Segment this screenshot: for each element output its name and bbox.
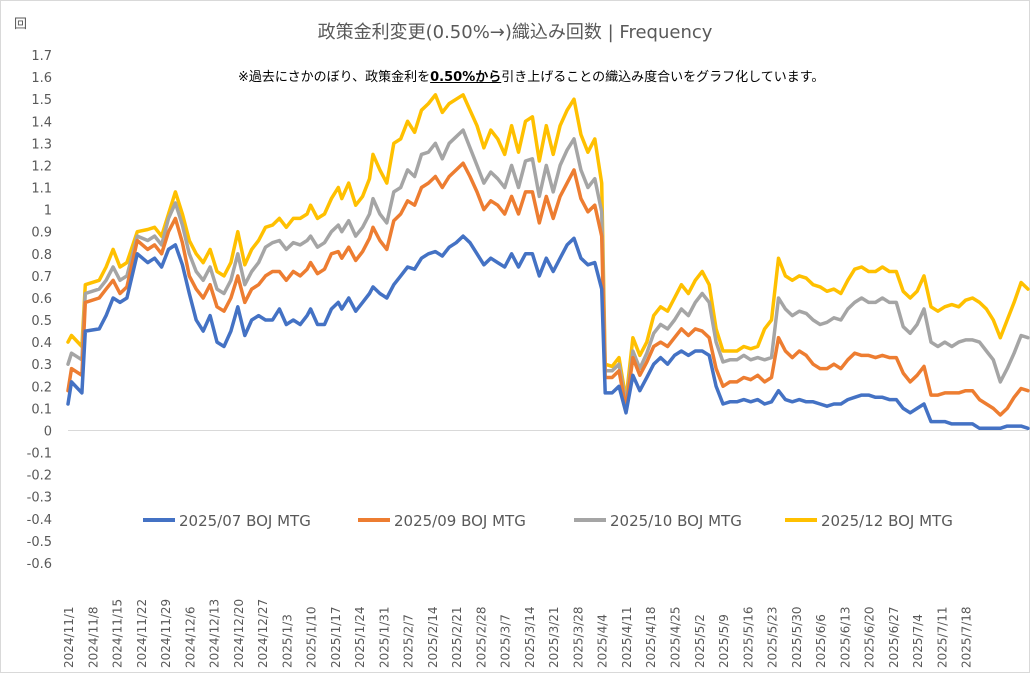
y-tick-label: 1.5 — [31, 93, 52, 108]
x-tick-label: 2025/2/28 — [474, 606, 488, 668]
x-tick-label: 2025/7/11 — [935, 606, 949, 668]
x-tick-label: 2025/5/9 — [717, 614, 731, 668]
x-tick-label: 2025/1/10 — [305, 606, 319, 668]
note-emphasis: 0.50%から — [430, 70, 502, 85]
x-tick-label: 2025/6/27 — [887, 606, 901, 668]
legend-label: 2025/10 BOJ MTG — [610, 512, 742, 530]
y-axis: 1.7 1.6 1.5 1.4 1.3 1.2 1.1 1 0.9 0.8 0.7 0.6 0.5 0.4… — [27, 49, 52, 572]
x-tick-label: 2025/2/14 — [426, 606, 440, 668]
x-tick-label: 2025/5/16 — [741, 606, 755, 668]
y-tick-label: 1.6 — [31, 71, 52, 86]
x-tick-label: 2025/4/25 — [668, 606, 682, 668]
y-tick-label: -0.1 — [27, 447, 52, 462]
x-tick-label: 2025/4/4 — [596, 614, 610, 668]
y-tick-label: 1.4 — [31, 115, 52, 130]
y-tick-label: -0.2 — [27, 469, 52, 484]
x-tick-label: 2025/6/20 — [863, 606, 877, 668]
legend-label: 2025/12 BOJ MTG — [821, 512, 953, 530]
series-line-4 — [66, 93, 1030, 402]
y-tick-label: 0.6 — [31, 292, 52, 307]
y-tick-label: 0.3 — [31, 358, 52, 373]
y-tick-label: -0.5 — [27, 535, 52, 550]
x-tick-label: 2025/3/7 — [499, 614, 513, 668]
y-unit-label: 回 — [14, 17, 28, 32]
y-tick-label: 1.7 — [31, 49, 52, 64]
series-line-1 — [66, 234, 1030, 431]
y-tick-label: 0.5 — [31, 314, 52, 329]
x-tick-label: 2025/6/13 — [838, 606, 852, 668]
note-suffix: 引き上げることの織込み度合いをグラフ化しています。 — [501, 70, 825, 85]
chart-title: 政策金利変更(0.50%→)織込み回数 | Frequency — [317, 22, 713, 43]
series-group — [66, 93, 1030, 431]
x-tick-label: 2025/1/3 — [280, 614, 294, 668]
x-tick-label: 2025/3/14 — [523, 606, 537, 668]
x-tick-label: 2025/5/2 — [693, 614, 707, 668]
x-tick-label: 2024/11/15 — [111, 599, 125, 668]
chart-note: ※過去にさかのぼり、政策金利を0.50%から引き上げることの織込み度合いをグラフ… — [238, 66, 824, 85]
x-tick-label: 2025/4/18 — [644, 606, 658, 668]
y-tick-label: 0.2 — [31, 380, 52, 395]
x-tick-label: 2025/1/24 — [353, 606, 367, 668]
y-tick-label: 1 — [44, 204, 52, 219]
y-tick-label: 1.3 — [31, 137, 52, 152]
x-tick-label: 2025/7/4 — [911, 614, 925, 668]
x-tick-label: 2025/1/31 — [377, 606, 391, 668]
x-tick-label: 2025/3/28 — [571, 606, 585, 668]
y-tick-label: 0.9 — [31, 226, 52, 241]
note-prefix: ※過去にさかのぼり、政策金利を — [238, 70, 431, 85]
y-tick-label: -0.6 — [27, 557, 52, 572]
x-tick-label: 2025/2/21 — [450, 606, 464, 668]
x-tick-label: 2025/4/11 — [620, 606, 634, 668]
y-tick-label: 0.4 — [31, 336, 52, 351]
y-tick-label: -0.4 — [27, 513, 52, 528]
x-tick-label: 2024/12/20 — [232, 599, 246, 668]
x-axis: 2024/11/1 2024/11/8 2024/11/15 2024/11/22 20… — [62, 429, 1028, 668]
x-tick-label: 2025/1/17 — [329, 606, 343, 668]
y-tick-label: 1.1 — [31, 182, 52, 197]
x-tick-label: 2024/12/6 — [183, 606, 197, 668]
x-tick-label: 2025/6/6 — [814, 614, 828, 668]
y-tick-label: -0.3 — [27, 491, 52, 506]
series-line-3 — [66, 128, 1030, 406]
y-tick-label: 0.8 — [31, 248, 52, 263]
x-tick-label: 2025/5/23 — [766, 606, 780, 668]
legend: 2025/07 BOJ MTG 2025/09 BOJ MTG 2025/10 BO… — [143, 512, 953, 530]
x-tick-label: 2024/11/29 — [159, 599, 173, 668]
x-tick-label: 2025/5/30 — [790, 606, 804, 668]
x-tick-label: 2025/2/7 — [402, 614, 416, 668]
y-tick-label: 0 — [44, 424, 52, 439]
y-tick-label: 0.7 — [31, 270, 52, 285]
x-tick-label: 2024/12/27 — [256, 599, 270, 668]
x-tick-label: 2024/11/8 — [86, 606, 100, 668]
y-tick-label: 1.2 — [31, 159, 52, 174]
legend-label: 2025/09 BOJ MTG — [394, 512, 526, 530]
y-tick-label: 0.1 — [31, 402, 52, 417]
series-line-2 — [66, 161, 1030, 417]
x-tick-label: 2024/11/22 — [135, 599, 149, 668]
x-tick-label: 2024/12/13 — [208, 599, 222, 668]
x-tick-label: 2025/7/18 — [960, 606, 974, 668]
x-tick-label: 2025/3/21 — [547, 606, 561, 668]
x-tick-label: 2024/11/1 — [62, 606, 76, 668]
legend-label: 2025/07 BOJ MTG — [179, 512, 311, 530]
